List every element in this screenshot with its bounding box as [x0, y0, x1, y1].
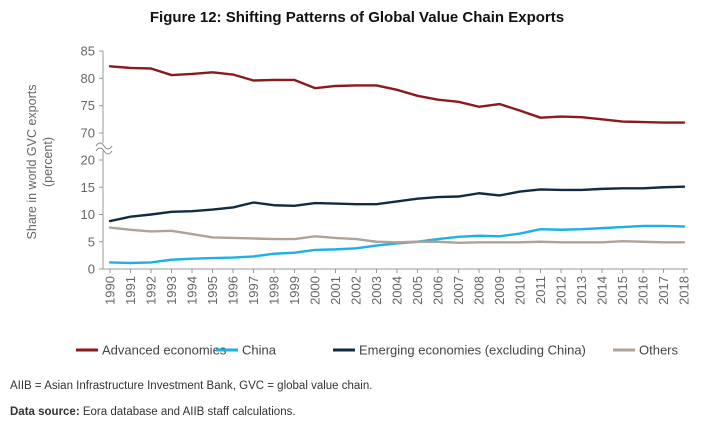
x-tick-label: 2000 [308, 276, 323, 305]
y-tick-label: 10 [81, 207, 95, 222]
y-tick-label: 80 [81, 71, 95, 86]
y-tick-label: 15 [81, 180, 95, 195]
tick-labels: 0 5 10 15 20 70 75 80 85 1990 1991 1992 1993 1994 1995… [81, 44, 692, 305]
x-tick-label: 2006 [431, 276, 446, 305]
series-lines [108, 65, 686, 265]
x-tick-label: 2004 [390, 276, 405, 305]
x-tick-label: 1992 [144, 276, 159, 305]
legend-label-china: China [242, 343, 277, 358]
x-tick-label: 1996 [226, 276, 241, 305]
chart-title: Figure 12: Shifting Patterns of Global V… [150, 9, 564, 26]
x-tick-label: 2017 [656, 276, 671, 305]
x-tick-label: 2010 [513, 276, 528, 305]
data-source-label: Data source: [10, 406, 80, 418]
y-axis-label-line-2: (percent) [41, 137, 55, 187]
x-tick-label: 1994 [185, 276, 200, 305]
y-tick-label: 75 [81, 98, 95, 113]
x-tick-label: 1997 [246, 276, 261, 305]
legend-label-advanced-economies: Advanced economies [102, 343, 227, 358]
y-tick-label: 5 [88, 234, 95, 249]
y-axis-label-line-1: Share in world GVC exports [25, 85, 39, 240]
x-tick-label: 2007 [451, 276, 466, 305]
x-tick-label: 2013 [574, 276, 589, 305]
axes [95, 50, 688, 273]
legend-label-emerging-economies-excluding-china: Emerging economies (excluding China) [359, 343, 586, 358]
series-line-china [108, 224, 686, 265]
x-tick-label: 1990 [103, 276, 118, 305]
x-tick-label: 1995 [205, 276, 220, 305]
x-tick-label: 2001 [328, 276, 343, 305]
y-tick-label: 20 [81, 153, 95, 168]
x-tick-label: 2018 [677, 276, 692, 305]
abbreviation-note: AIIB = Asian Infrastructure Investment B… [10, 380, 373, 392]
y-tick-label: 0 [88, 262, 95, 277]
x-tick-label: 2002 [349, 276, 364, 305]
y-axis-label: Share in world GVC exports (percent) [25, 85, 55, 240]
x-tick-label: 1993 [164, 276, 179, 305]
data-source-note: Data source: Eora database and AIIB staf… [10, 406, 296, 418]
x-tick-label: 2012 [554, 276, 569, 305]
x-tick-label: 2003 [369, 276, 384, 305]
legend: Advanced economies China Emerging economie… [76, 343, 679, 358]
y-tick-label: 85 [81, 44, 95, 59]
x-tick-label: 2015 [615, 276, 630, 305]
x-tick-label: 2005 [410, 276, 425, 305]
data-source-text: Eora database and AIIB staff calculation… [79, 406, 296, 418]
x-tick-label: 2009 [492, 276, 507, 305]
x-tick-label: 1999 [287, 276, 302, 305]
x-tick-label: 1991 [123, 276, 138, 305]
y-tick-label: 70 [81, 126, 95, 141]
series-line-emerging-economies-excluding-china [108, 185, 686, 223]
x-tick-label: 2011 [533, 276, 548, 304]
legend-label-others: Others [639, 343, 679, 358]
x-tick-label: 2014 [595, 276, 610, 305]
x-tick-label: 1998 [267, 276, 282, 305]
series-line-advanced-economies [108, 65, 686, 124]
x-tick-label: 2016 [636, 276, 651, 305]
axis-break-mark-bottom [95, 147, 113, 155]
x-tick-label: 2008 [472, 276, 487, 305]
series-line-others [108, 226, 686, 245]
axis-break-mark-top [95, 142, 113, 150]
